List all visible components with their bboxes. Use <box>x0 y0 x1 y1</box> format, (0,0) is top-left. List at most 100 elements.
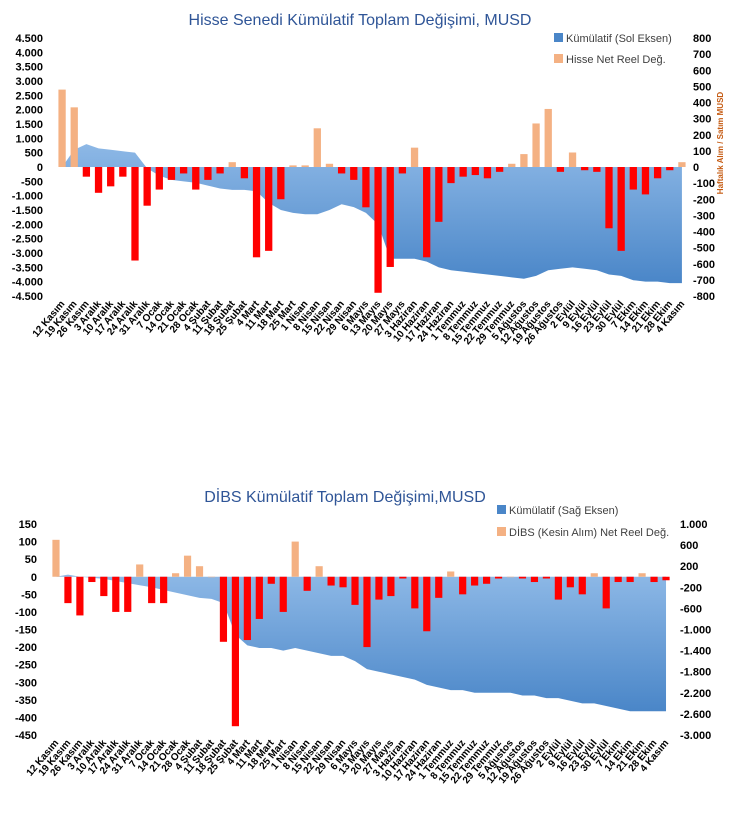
bar-42 <box>556 167 565 172</box>
bar-2 <box>70 107 78 167</box>
bar-40 <box>532 123 540 167</box>
bar-38 <box>494 576 503 579</box>
bar-26 <box>362 167 370 208</box>
bar-10 <box>160 576 168 604</box>
bar-22 <box>313 128 321 167</box>
right-tick-label: -1.400 <box>680 646 711 658</box>
left-tick-label: -300 <box>15 677 37 689</box>
bar-45 <box>578 576 586 595</box>
right-tick-label: -600 <box>680 603 702 615</box>
bar-43 <box>554 576 562 600</box>
left-tick-label: -2.500 <box>12 234 43 246</box>
left-tick-label: 500 <box>25 148 43 160</box>
bar-34 <box>459 167 467 177</box>
cumulative-area <box>62 144 682 284</box>
right-tick-label: -200 <box>693 194 715 206</box>
bar-17 <box>243 576 251 641</box>
right-tick-label: 600 <box>680 540 698 552</box>
left-tick-label: -2.000 <box>12 219 43 231</box>
bar-51 <box>666 167 674 171</box>
right-tick-label: -1.800 <box>680 667 711 679</box>
right-tick-label: 600 <box>693 65 711 77</box>
bar-15 <box>228 162 236 167</box>
legend-cumulative-label: Kümülatif (Sol Eksen) <box>566 33 672 45</box>
left-tick-label: -100 <box>15 607 37 619</box>
left-tick-label: -450 <box>15 730 37 742</box>
bar-38 <box>508 163 516 167</box>
bar-7 <box>124 576 132 612</box>
bar-6 <box>119 167 127 177</box>
bond-chart: DİBS Kümülatif Toplam Değişimi,MUSD Kümü… <box>0 485 740 817</box>
left-tick-label: -3.500 <box>12 262 43 274</box>
left-tick-label: -3.000 <box>12 248 43 260</box>
bar-50 <box>653 167 662 179</box>
bar-18 <box>265 167 273 251</box>
bar-24 <box>327 576 335 586</box>
bar-25 <box>339 576 347 588</box>
bar-5 <box>107 167 115 187</box>
bar-13 <box>195 566 204 577</box>
right-tick-label: -1.000 <box>680 625 711 637</box>
bar-1 <box>58 89 66 167</box>
bar-49 <box>641 167 650 195</box>
legend-cumulative-swatch <box>554 33 563 42</box>
bar-51 <box>650 576 658 583</box>
bar-33 <box>447 167 455 184</box>
right-tick-label: 700 <box>693 49 711 61</box>
bar-14 <box>216 167 224 174</box>
bar-16 <box>231 576 239 727</box>
left-tick-label: -200 <box>15 642 37 654</box>
right-tick-label: 800 <box>693 33 711 45</box>
bar-39 <box>506 576 515 578</box>
equity-chart: Hisse Senedi Kümülatif Toplam Değişimi, … <box>12 12 725 347</box>
right-tick-label: -100 <box>693 178 715 190</box>
bar-32 <box>435 167 443 222</box>
right-tick-label: 500 <box>693 81 711 93</box>
bar-30 <box>410 147 419 167</box>
bar-8 <box>143 167 151 206</box>
bar-4 <box>88 576 96 583</box>
right-tick-label: 400 <box>693 98 711 110</box>
legend-bars-label: DİBS (Kesin Alım) Net Reel Değ. <box>509 526 669 539</box>
bond-chart-title: DİBS Kümülatif Toplam Değişimi,MUSD <box>204 487 486 506</box>
bar-48 <box>629 167 637 190</box>
bar-22 <box>303 576 311 591</box>
bar-10 <box>167 167 176 180</box>
bar-47 <box>602 576 610 609</box>
bar-17 <box>252 167 261 258</box>
bar-33 <box>435 576 443 598</box>
right-axis: 800 700 600 500 400 300 200 100 0 -100 -200 -300 -40… <box>693 33 715 303</box>
legend-bars-swatch <box>497 527 506 536</box>
bar-39 <box>520 154 528 167</box>
bar-14 <box>207 576 216 578</box>
bar-11 <box>172 573 180 577</box>
bar-45 <box>593 167 601 172</box>
right-tick-label: 200 <box>680 561 698 573</box>
bar-5 <box>100 576 108 597</box>
left-tick-label: -150 <box>15 625 37 637</box>
bar-41 <box>544 108 552 167</box>
bar-48 <box>614 576 622 583</box>
left-tick-label: -1.000 <box>12 191 43 203</box>
bar-44 <box>581 167 589 171</box>
bar-35 <box>471 167 479 176</box>
bar-44 <box>566 576 574 588</box>
right-tick-label: -2.200 <box>680 688 711 700</box>
bar-50 <box>638 573 646 577</box>
bar-46 <box>590 573 598 577</box>
legend-cumulative-label: Kümülatif (Sağ Eksen) <box>509 505 618 517</box>
bar-3 <box>76 576 84 616</box>
left-tick-label: 0 <box>31 572 37 584</box>
bar-26 <box>351 576 359 605</box>
right-axis-title: Haftalık Alım / Satım MUSD <box>716 92 725 195</box>
bar-52 <box>662 576 670 581</box>
bar-24 <box>337 167 346 174</box>
bar-9 <box>148 576 156 604</box>
left-tick-label: 50 <box>25 554 37 566</box>
cumulative-area-path <box>62 144 682 284</box>
right-tick-label: 200 <box>693 130 711 142</box>
right-tick-label: -800 <box>693 291 715 303</box>
bar-52 <box>678 162 686 167</box>
bar-12 <box>183 555 192 577</box>
